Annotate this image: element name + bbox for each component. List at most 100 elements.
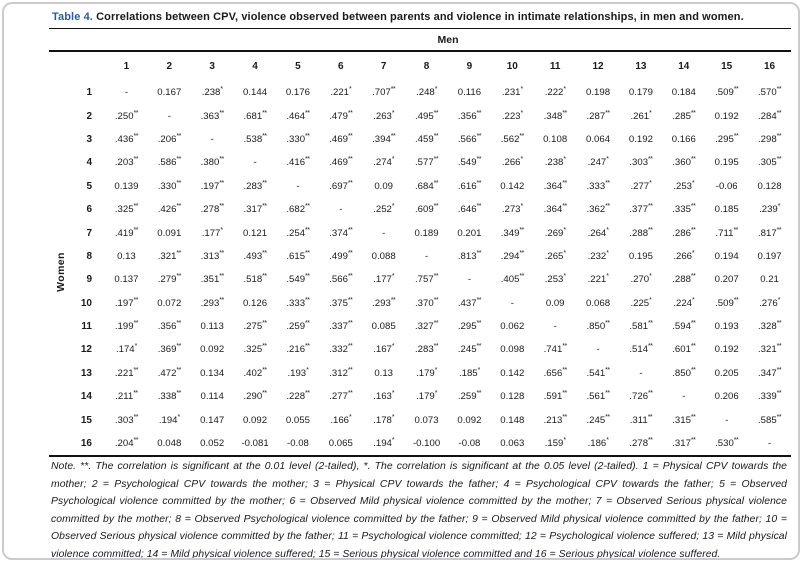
correlation-cell: .601** xyxy=(672,343,696,356)
correlation-cell: .850** xyxy=(586,319,610,333)
correlation-cell: 0.195 xyxy=(628,250,653,262)
column-header: 15 xyxy=(721,61,733,72)
correlation-cell: .757** xyxy=(414,273,439,286)
table-row: 6 .325** .426** .278** .317** .682** - .252* .60… xyxy=(49,198,791,221)
correlation-cell: .594** xyxy=(672,319,696,333)
correlation-cell: .194* xyxy=(362,431,406,458)
table-row: 4 .203** .586** .380** - .416** .469** .274* .57… xyxy=(49,151,791,174)
correlation-cell: - xyxy=(682,391,686,403)
correlation-cell: .288** xyxy=(629,226,653,239)
correlation-cell: .204** xyxy=(105,431,148,458)
row-header: 10 xyxy=(80,297,92,309)
correlation-cell: 0.142 xyxy=(500,180,525,192)
correlation-cell: .348** xyxy=(543,109,568,122)
correlation-cell: .469** xyxy=(329,132,353,145)
correlation-cell: .288** xyxy=(672,273,696,286)
correlation-cell: .741** xyxy=(543,343,568,356)
correlation-cell: .327** xyxy=(414,319,439,333)
correlation-cell: .177* xyxy=(373,273,395,286)
correlation-cell: -0.100 xyxy=(405,431,448,458)
correlation-cell: .295** xyxy=(457,319,482,333)
correlation-cell: 0.137 xyxy=(114,274,139,286)
table-row: 5 0.139 .330** .197** .283** - .697** 0.09 .684*… xyxy=(49,175,791,198)
correlation-cell: .530** xyxy=(705,431,749,458)
correlation-cell: .179* xyxy=(416,390,438,403)
correlation-cell: .364** xyxy=(543,202,568,216)
correlation-cell: 0.147 xyxy=(200,414,225,426)
correlation-cell: .437** xyxy=(457,296,482,309)
correlation-cell: - xyxy=(553,321,557,333)
correlation-cell: .253* xyxy=(544,273,566,286)
correlation-cell: .585** xyxy=(757,413,782,426)
correlation-cell: .509** xyxy=(715,296,739,309)
correlation-cell: .347** xyxy=(757,366,782,379)
correlation-cell: .325** xyxy=(114,202,139,216)
correlation-cell: .362** xyxy=(586,202,610,216)
correlation-cell: .293** xyxy=(200,296,225,309)
correlation-cell: .419** xyxy=(114,226,139,239)
correlation-cell: .305** xyxy=(757,156,782,169)
correlation-cell: .377** xyxy=(629,202,653,216)
correlation-cell: 0.09 xyxy=(374,180,394,192)
table-row: 1 - 0.167 .238* 0.144 0.176 .221* .707** .248* 0.… xyxy=(49,81,791,104)
row-header: 3 xyxy=(86,133,92,145)
correlation-cell: .380** xyxy=(200,156,225,169)
correlation-cell: 0.144 xyxy=(243,87,268,99)
correlation-cell: .464** xyxy=(286,109,310,122)
correlation-cell: .349** xyxy=(500,226,525,239)
correlation-cell: .223* xyxy=(501,109,523,122)
correlation-cell: .222* xyxy=(544,86,566,99)
correlation-cell: .303** xyxy=(629,156,653,169)
column-group-header: Men xyxy=(105,28,791,52)
row-header: 2 xyxy=(86,110,92,122)
correlation-cell: .479** xyxy=(329,109,353,122)
correlation-cell: .283** xyxy=(414,343,439,356)
correlation-cell: .369** xyxy=(157,343,182,356)
correlation-cell: 0.126 xyxy=(243,297,268,309)
correlation-cell: .213** xyxy=(543,413,568,426)
correlation-cell: -0.081 xyxy=(233,431,277,458)
row-header: 13 xyxy=(80,367,92,379)
correlation-cell: .250** xyxy=(114,109,139,122)
correlation-cell: 0.091 xyxy=(157,227,182,239)
column-header-row: 1 2 3 4 5 6 7 8 9 10 11 12 13 14 15 16 xyxy=(49,51,791,81)
correlation-cell: .313** xyxy=(200,249,225,262)
table-row: 14 .211** .338** 0.114 .290** .228** .277** .16… xyxy=(49,385,791,408)
correlation-cell: .426** xyxy=(157,202,182,216)
correlation-cell: .374** xyxy=(329,226,353,239)
table-row: 9 0.137 .279** .351** .518** .549** .566** .177… xyxy=(49,268,791,291)
correlation-cell: 0.21 xyxy=(760,274,779,286)
correlation-cell: .312** xyxy=(329,366,353,379)
correlation-cell: .370** xyxy=(414,296,439,309)
correlation-cell: .356** xyxy=(457,109,482,122)
correlation-cell: .656** xyxy=(543,366,568,379)
correlation-cell: - xyxy=(210,133,214,145)
correlation-cell: .248* xyxy=(416,86,438,99)
correlation-cell: 0.134 xyxy=(200,367,225,379)
correlation-cell: .330** xyxy=(286,132,310,145)
correlation-cell: 0.048 xyxy=(147,431,191,458)
correlation-cell: .197** xyxy=(200,179,225,192)
column-header: 12 xyxy=(592,61,604,72)
table-row: 16.204** 0.048 0.052 -0.081 -0.08 0.065.194* -… xyxy=(49,431,791,458)
correlation-cell: .265* xyxy=(544,249,566,262)
correlation-cell: .332** xyxy=(329,343,353,356)
correlation-cell: .266* xyxy=(501,156,523,169)
correlation-cell: 0.139 xyxy=(114,180,139,192)
correlation-cell: .287** xyxy=(586,109,610,122)
table-row: 12 .174* .369** 0.092 .325** .216** .332** .167… xyxy=(49,338,791,361)
correlation-cell: .274* xyxy=(373,156,395,169)
correlation-cell: .179* xyxy=(416,366,438,379)
row-header: 15 xyxy=(80,414,92,426)
correlation-cell: - xyxy=(596,344,600,356)
correlation-cell: 0.189 xyxy=(414,227,439,239)
correlation-cell: .338** xyxy=(157,390,182,403)
correlation-cell: - xyxy=(124,87,129,99)
correlation-cell: .270* xyxy=(630,273,652,286)
correlation-cell: .541** xyxy=(586,366,610,379)
row-header: 6 xyxy=(86,204,92,216)
row-header: 1 xyxy=(86,87,92,99)
correlation-cell: .684** xyxy=(414,179,439,192)
correlation-cell: .538** xyxy=(243,132,267,145)
